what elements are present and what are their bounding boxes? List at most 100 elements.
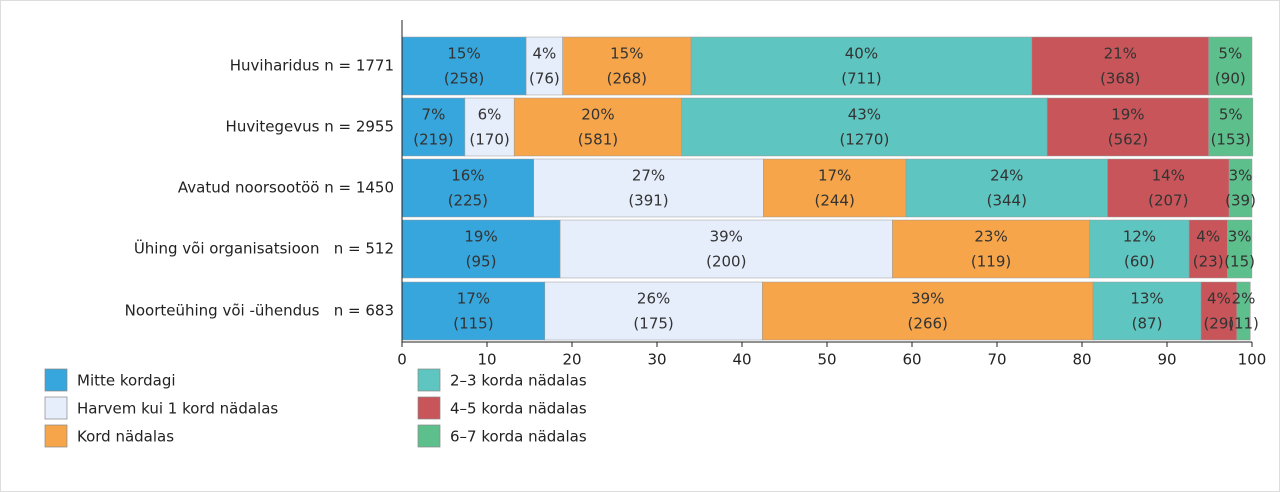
value-label: 3% (1228, 228, 1252, 246)
bar-segment (1046, 97, 1209, 157)
category-label: Huvitegevus n = 2955 (226, 118, 394, 136)
bar-segment (690, 36, 1033, 96)
count-label: (95) (466, 253, 497, 271)
value-label: 7% (422, 106, 446, 124)
value-label: 14% (1152, 167, 1185, 185)
value-label: 15% (447, 45, 480, 63)
category-label: Huviharidus n = 1771 (230, 57, 394, 75)
x-tick-label: 10 (477, 351, 496, 369)
count-label: (391) (628, 192, 668, 210)
count-label: (23) (1193, 253, 1224, 271)
bar-segment (401, 219, 561, 279)
count-label: (115) (453, 315, 493, 333)
value-label: 13% (1130, 290, 1163, 308)
x-tick-label: 60 (902, 351, 921, 369)
legend-label: 2–3 korda nädalas (450, 372, 587, 390)
count-label: (1270) (839, 131, 889, 149)
count-label: (581) (578, 131, 618, 149)
bar-segment (559, 219, 893, 279)
bar-segment (401, 97, 466, 157)
value-label: 15% (610, 45, 643, 63)
value-label: 39% (710, 228, 743, 246)
bar-segment (1107, 158, 1230, 218)
value-label: 26% (637, 290, 670, 308)
count-label: (219) (413, 131, 453, 149)
count-label: (76) (529, 70, 560, 88)
x-tick-label: 0 (397, 351, 407, 369)
bar-segment (544, 281, 763, 341)
bar-segment (1228, 158, 1253, 218)
value-label: 40% (845, 45, 878, 63)
bar-segment (401, 281, 546, 341)
value-label: 19% (464, 228, 497, 246)
x-tick-label: 50 (817, 351, 836, 369)
count-label: (153) (1211, 131, 1251, 149)
bar-segment (464, 97, 515, 157)
bar-segment (513, 97, 682, 157)
x-tick-label: 30 (647, 351, 666, 369)
value-label: 4% (1207, 290, 1231, 308)
count-label: (344) (987, 192, 1027, 210)
count-label: (200) (706, 253, 746, 271)
bar-segment (905, 158, 1108, 218)
count-label: (711) (841, 70, 881, 88)
bar-segment (763, 158, 907, 218)
bar-segment (401, 158, 534, 218)
value-label: 17% (818, 167, 851, 185)
count-label: (266) (908, 315, 948, 333)
count-label: (29) (1203, 315, 1234, 333)
count-label: (39) (1225, 192, 1256, 210)
legend-swatch (417, 424, 441, 448)
value-label: 5% (1218, 45, 1242, 63)
category-label: Noorteühing või -ühendus n = 683 (125, 302, 394, 320)
bar-segment (1089, 219, 1190, 279)
count-label: (258) (444, 70, 484, 88)
count-label: (11) (1228, 315, 1259, 333)
value-label: 23% (974, 228, 1007, 246)
count-label: (90) (1215, 70, 1246, 88)
count-label: (562) (1108, 131, 1148, 149)
count-label: (175) (633, 315, 673, 333)
bar-segment (1200, 281, 1237, 341)
value-label: 2% (1232, 290, 1256, 308)
legend-swatch (417, 396, 441, 420)
count-label: (368) (1100, 70, 1140, 88)
legend-swatch (44, 368, 68, 392)
count-label: (244) (814, 192, 854, 210)
legend-label: 4–5 korda nädalas (450, 400, 587, 418)
bar-segment (1227, 219, 1253, 279)
x-tick-label: 80 (1072, 351, 1091, 369)
legend-swatch (417, 368, 441, 392)
bar-segment (1031, 36, 1209, 96)
value-label: 17% (457, 290, 490, 308)
value-label: 4% (532, 45, 556, 63)
count-label: (268) (607, 70, 647, 88)
value-label: 20% (581, 106, 614, 124)
bar-segment (562, 36, 692, 96)
bar-segment (1208, 97, 1254, 157)
x-tick-label: 40 (732, 351, 751, 369)
x-tick-label: 90 (1157, 351, 1176, 369)
value-label: 12% (1123, 228, 1156, 246)
x-tick-label: 20 (562, 351, 581, 369)
count-label: (87) (1132, 315, 1163, 333)
category-label: Avatud noorsootöö n = 1450 (178, 179, 394, 197)
bar-segment (1188, 219, 1228, 279)
x-tick-label: 100 (1238, 351, 1267, 369)
count-label: (207) (1148, 192, 1188, 210)
value-label: 6% (478, 106, 502, 124)
value-label: 19% (1111, 106, 1144, 124)
bar-segment (525, 36, 563, 96)
bar-segment (401, 36, 527, 96)
value-label: 3% (1229, 167, 1253, 185)
value-label: 43% (848, 106, 881, 124)
count-label: (170) (469, 131, 509, 149)
category-label: Ühing või organisatsioon n = 512 (134, 239, 394, 258)
bar-segment (892, 219, 1090, 279)
count-label: (60) (1124, 253, 1155, 271)
legend-swatch (44, 424, 68, 448)
value-label: 16% (451, 167, 484, 185)
x-tick-label: 70 (987, 351, 1006, 369)
bar-segment (1236, 281, 1251, 341)
value-label: 5% (1219, 106, 1243, 124)
